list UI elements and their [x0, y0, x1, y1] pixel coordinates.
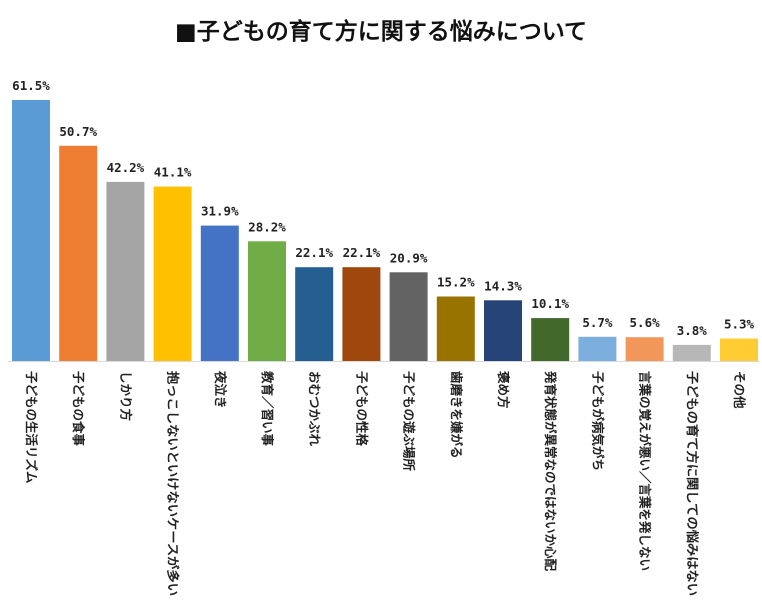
category-label: 子どもの食事 — [71, 371, 86, 447]
data-label: 3.8% — [677, 323, 708, 338]
category-label: 抱っこしないといけないケースが多い — [166, 371, 181, 596]
category-label: 歯磨きを嫌がる — [449, 371, 464, 459]
bar — [436, 296, 475, 361]
category-label: しかり方 — [118, 371, 133, 421]
data-label: 5.7% — [582, 315, 613, 330]
category-label: 子どもが病気がち — [590, 371, 605, 471]
category-label: その他 — [732, 371, 747, 409]
bar — [578, 336, 617, 361]
bar — [342, 267, 381, 361]
category-label: おむつかぶれ — [307, 371, 322, 447]
data-label: 22.1% — [343, 245, 381, 260]
bar — [200, 225, 239, 361]
bar — [720, 338, 758, 361]
bar — [295, 267, 334, 361]
category-label: 子どもの性格 — [354, 371, 369, 447]
data-label: 22.1% — [295, 245, 333, 260]
bar — [389, 272, 428, 361]
data-label: 61.5% — [12, 78, 50, 93]
bar — [672, 344, 711, 361]
data-label: 31.9% — [201, 204, 239, 219]
chart-title: ■子どもの育て方に関する悩みについて — [174, 18, 588, 45]
category-label: 子どもの育て方に関しての悩みはない — [685, 371, 700, 596]
bar — [484, 300, 522, 361]
data-label: 20.9% — [390, 250, 428, 265]
bar — [106, 181, 145, 361]
category-label: 教育／習い事 — [260, 370, 275, 447]
bar — [59, 145, 98, 361]
bar — [248, 241, 286, 361]
bar — [625, 337, 664, 361]
data-label: 41.1% — [154, 165, 192, 180]
bar — [12, 100, 50, 361]
data-label: 5.6% — [630, 315, 661, 330]
category-label: 子どもの生活リズム — [24, 371, 39, 484]
category-label: 発育状態が異常なのではないか心配 — [543, 370, 558, 572]
bar — [153, 186, 192, 361]
bar — [531, 318, 570, 361]
data-label: 14.3% — [484, 278, 522, 293]
category-label: 子どもの遊ぶ場所 — [402, 371, 417, 472]
data-label: 10.1% — [531, 296, 569, 311]
data-label: 50.7% — [59, 124, 97, 139]
category-label: 言葉の覚えが悪い／言葉を発しない — [638, 371, 653, 571]
category-label: 夜泣き — [213, 370, 228, 409]
data-label: 5.3% — [724, 317, 755, 332]
data-label: 28.2% — [248, 219, 286, 234]
data-label: 42.2% — [107, 160, 145, 175]
data-label: 15.2% — [437, 275, 475, 290]
category-label: 褒め方 — [496, 370, 511, 409]
